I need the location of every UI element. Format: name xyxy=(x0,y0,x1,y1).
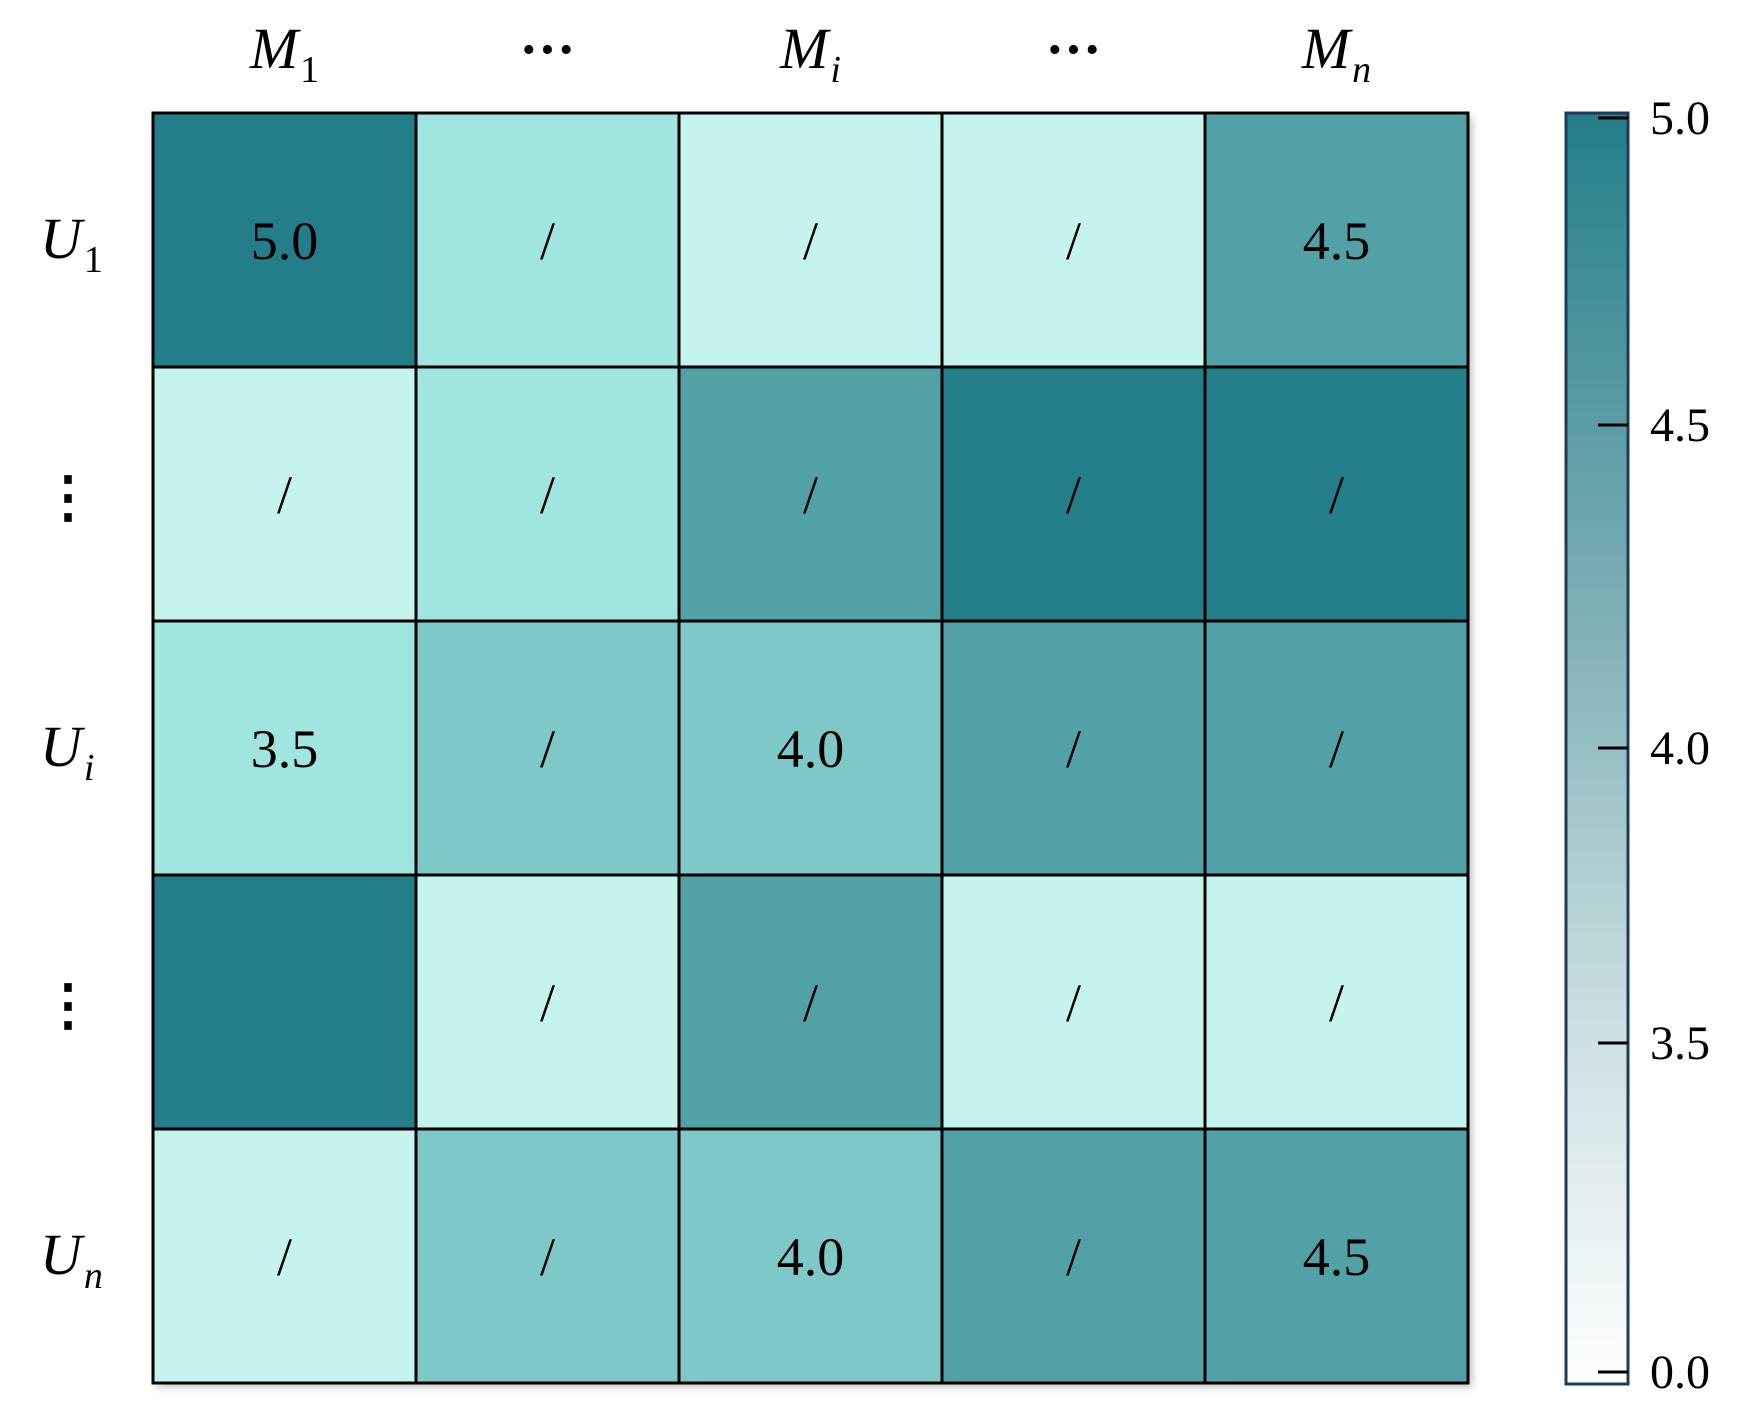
cell-value-label: 4.5 xyxy=(1303,1227,1371,1287)
cell-value-label: / xyxy=(540,719,555,779)
heatmap-cell xyxy=(677,873,944,1131)
cell-value-label: / xyxy=(803,973,818,1033)
heatmap-cells: 5.0 / / / 4.5 / / / / / 3.5 / 4.0 / / / / / / / / 4.0 / 4.5 xyxy=(151,111,1470,1385)
heatmap-cell xyxy=(1203,873,1470,1131)
cell-value-label: / xyxy=(1329,719,1344,779)
cell-value-label: / xyxy=(1066,465,1081,525)
heatmap-cell xyxy=(940,873,1207,1131)
cell-value-label: / xyxy=(803,211,818,271)
cell-value-label: / xyxy=(803,465,818,525)
heatmap-cell xyxy=(677,1127,944,1385)
row-label: Ui xyxy=(40,714,94,789)
cell-value-label: 4.0 xyxy=(777,719,845,779)
row-labels: U1 ⋮ Ui ⋮ Un xyxy=(40,206,103,1297)
row-label: U1 xyxy=(40,206,103,281)
heatmap-cell xyxy=(414,365,681,623)
cell-value-label: / xyxy=(1066,719,1081,779)
heatmap-cell xyxy=(151,1127,418,1385)
heatmap-cell xyxy=(677,111,944,369)
colorbar-tick-label: 4.0 xyxy=(1650,722,1710,775)
colorbar-tick-label: 0.0 xyxy=(1650,1346,1710,1399)
column-label: Mn xyxy=(1301,16,1371,91)
heatmap-cell xyxy=(677,365,944,623)
cell-value-label: 4.0 xyxy=(777,1227,845,1287)
cell-value-label: / xyxy=(1066,973,1081,1033)
row-label: Un xyxy=(40,1222,103,1297)
heatmap-cell xyxy=(1203,619,1470,877)
column-label: M1 xyxy=(249,16,319,91)
heatmap-cell xyxy=(940,111,1207,369)
heatmap-cell xyxy=(414,873,681,1131)
colorbar-tick-label: 4.5 xyxy=(1650,399,1710,452)
cell-value-label: / xyxy=(540,1227,555,1287)
cell-value-label: 3.5 xyxy=(251,719,319,779)
column-labels: M1 ··· Mi ··· Mn xyxy=(249,16,1371,91)
cell-value-label: 4.5 xyxy=(1303,211,1371,271)
heatmap-cell xyxy=(940,619,1207,877)
cell-value-label: / xyxy=(1066,211,1081,271)
cell-value-label: / xyxy=(540,211,555,271)
column-label: Mi xyxy=(779,16,841,91)
row-label: ⋮ xyxy=(40,975,96,1037)
colorbar: 5.0 4.5 4.0 3.5 0.0 xyxy=(1564,92,1710,1399)
heatmap-cell xyxy=(677,619,944,877)
cell-value-label: / xyxy=(277,1227,292,1287)
row-label: ⋮ xyxy=(40,467,96,529)
cell-value-label: / xyxy=(540,973,555,1033)
heatmap-cell xyxy=(414,111,681,369)
heatmap-cell xyxy=(414,1127,681,1385)
heatmap-cell xyxy=(940,1127,1207,1385)
heatmap-cell xyxy=(940,365,1207,623)
column-label: ··· xyxy=(1045,19,1101,81)
column-label: ··· xyxy=(519,19,575,81)
cell-value-label: / xyxy=(540,465,555,525)
cell-value-label: / xyxy=(1329,465,1344,525)
heatmap-cell xyxy=(414,619,681,877)
cell-value-label: / xyxy=(1329,973,1344,1033)
heatmap-cell xyxy=(151,873,418,1131)
cell-value-label: 5.0 xyxy=(251,211,319,271)
cell-value-label: / xyxy=(1066,1227,1081,1287)
colorbar-tick-label: 5.0 xyxy=(1650,92,1710,145)
heatmap-cell xyxy=(151,111,418,369)
cell-value-label: / xyxy=(277,465,292,525)
heatmap-cell xyxy=(1203,365,1470,623)
heatmap-cell xyxy=(1203,1127,1470,1385)
colorbar-tick-label: 3.5 xyxy=(1650,1017,1710,1070)
